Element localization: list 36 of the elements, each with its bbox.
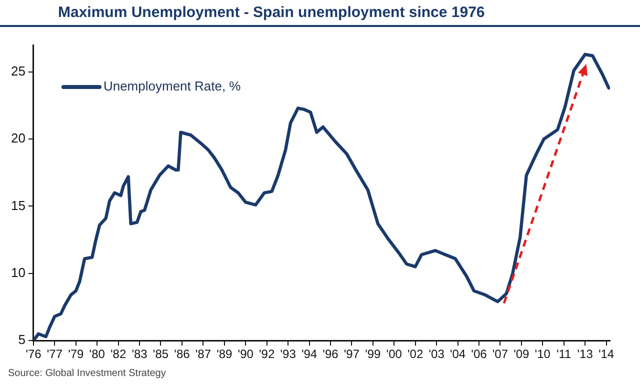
x-tick-label: '99 [365, 347, 382, 362]
source-note: Source: Global Investment Strategy [8, 368, 166, 379]
x-tick-label: '93 [280, 347, 296, 362]
legend-label: Unemployment Rate, % [103, 78, 242, 94]
y-tick-label: 25 [10, 63, 26, 78]
x-tick-label: '11 [556, 347, 572, 362]
x-tick-label: '97 [344, 347, 360, 362]
x-tick-label: '02 [408, 347, 424, 362]
x-tick-label: '80 [89, 347, 106, 362]
x-tick-label: '09 [514, 347, 530, 362]
x-tick-label: '13 [577, 347, 594, 362]
x-tick-label: '77 [46, 347, 63, 362]
y-tick-label: 15 [10, 198, 26, 213]
x-tick-label: '79 [68, 347, 84, 362]
y-tick-label: 20 [10, 130, 26, 146]
x-tick-label: '76 [26, 347, 42, 362]
x-tick-label: '14 [598, 347, 614, 362]
x-tick-label: '85 [152, 347, 169, 362]
x-tick-label: '06 [471, 347, 488, 362]
x-tick-label: '07 [492, 347, 508, 362]
x-tick-label: '83 [132, 347, 148, 362]
x-tick-label: '03 [428, 347, 445, 362]
x-tick-label: '90 [238, 347, 254, 362]
x-tick-label: '04 [450, 347, 466, 362]
x-tick-label: '87 [195, 347, 212, 362]
x-tick-label: '94 [301, 347, 318, 362]
y-tick-label: 10 [10, 264, 26, 280]
x-tick-label: '96 [322, 347, 339, 362]
chart-title: Maximum Unemployment - Spain unemployment since 1976 [58, 4, 485, 21]
y-tick-label: 5 [18, 332, 26, 348]
x-tick-label: '86 [174, 347, 190, 362]
x-tick-label: '10 [534, 347, 551, 362]
x-tick-label: '89 [216, 347, 233, 362]
x-tick-label: '92 [259, 347, 275, 362]
x-tick-label: '00 [386, 347, 402, 362]
x-tick-label: '82 [110, 347, 126, 362]
